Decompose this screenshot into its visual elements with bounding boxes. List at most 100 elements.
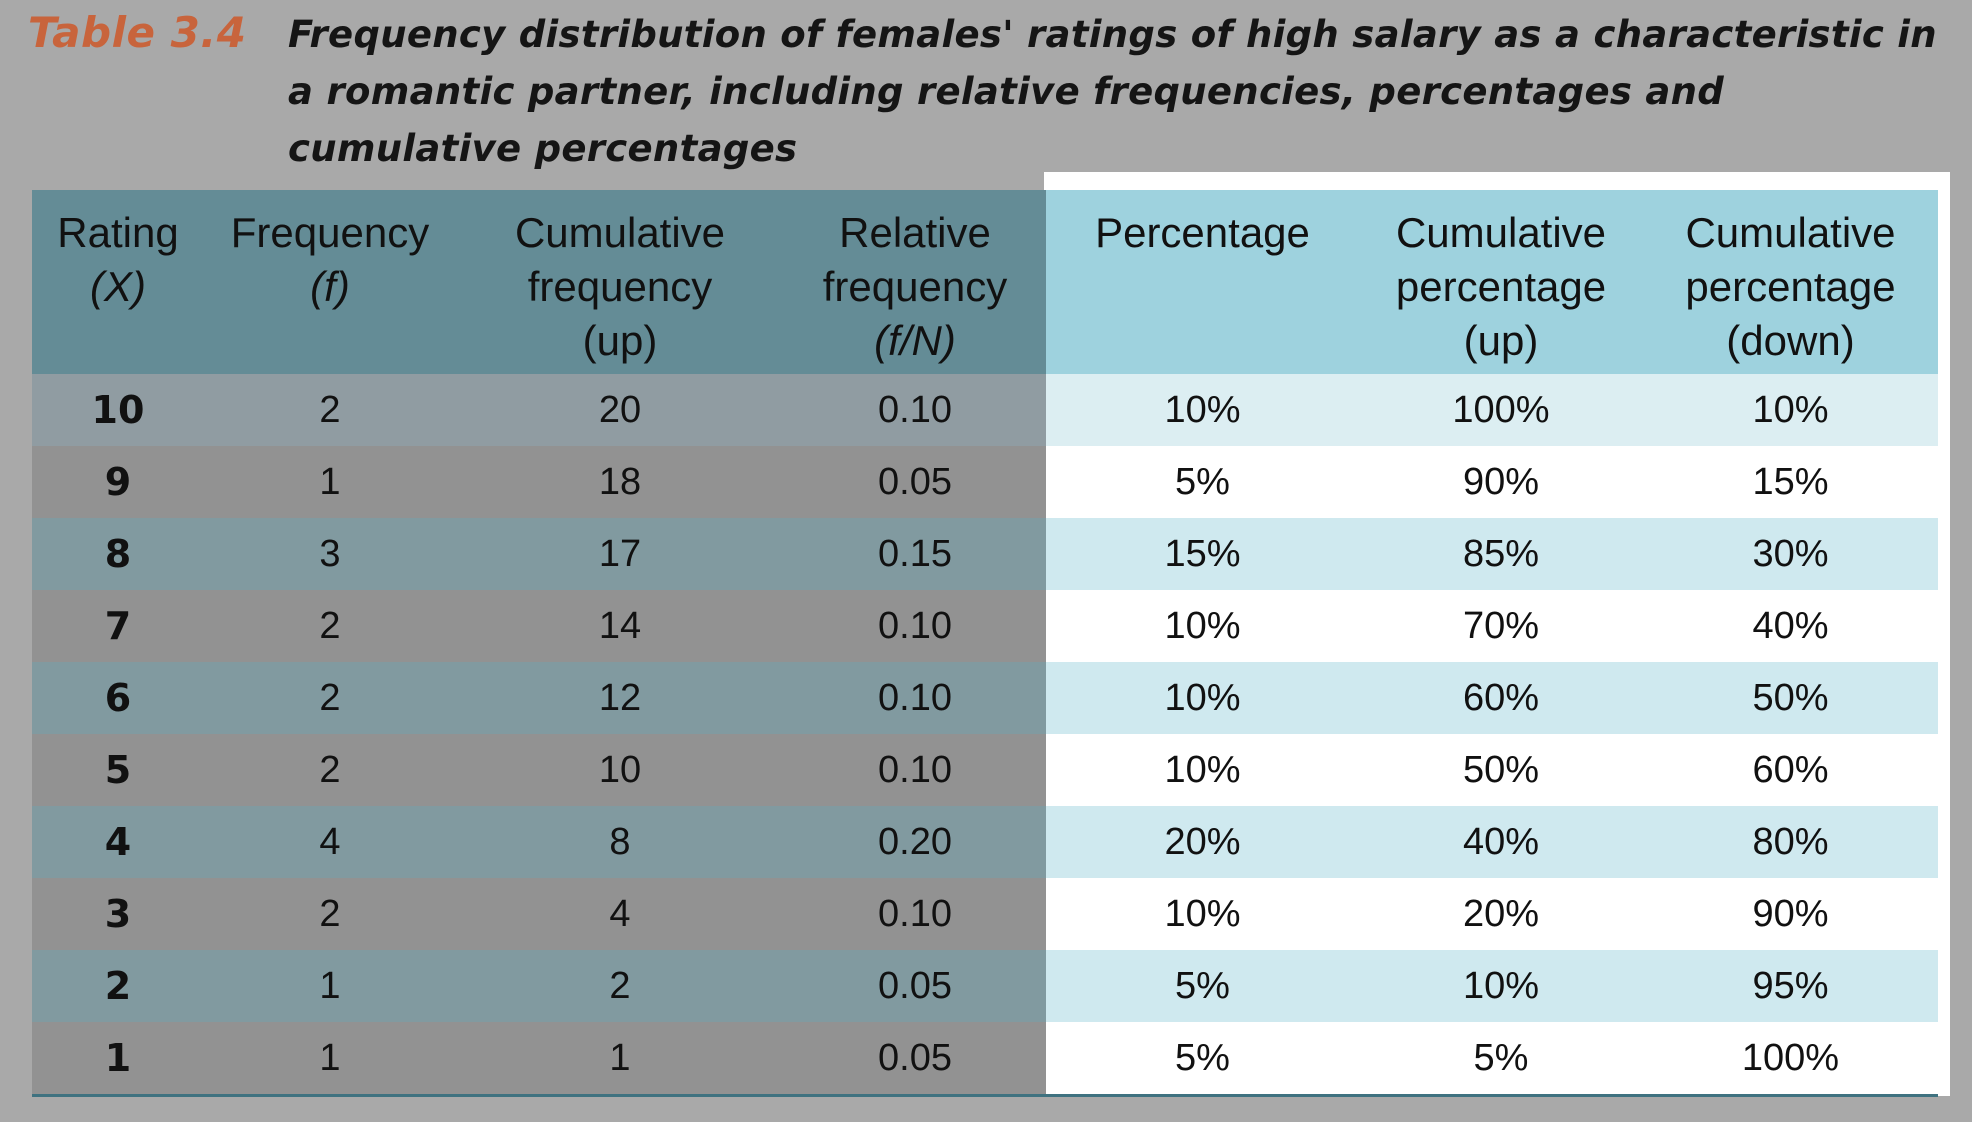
cumulative-percentage-up-cell: 60% — [1359, 662, 1643, 734]
cumulative-percentage-up-cell: 5% — [1359, 1022, 1643, 1094]
percentage-cell: 10% — [1046, 734, 1359, 806]
header-line: percentage — [1395, 263, 1607, 310]
table-row: 7 2 14 0.10 10% 70% 40% — [32, 590, 1938, 662]
relative-frequency-cell: 0.10 — [784, 590, 1046, 662]
frequency-cell: 2 — [204, 374, 456, 446]
cumulative-frequency-cell: 12 — [456, 662, 784, 734]
cumulative-percentage-up-cell: 40% — [1359, 806, 1643, 878]
col-header-cumulative-percentage-up: Cumulative percentage (up) — [1359, 190, 1643, 374]
header-line: Cumulative — [1685, 209, 1896, 256]
cumulative-frequency-cell: 1 — [456, 1022, 784, 1094]
cumulative-frequency-cell: 20 — [456, 374, 784, 446]
cumulative-percentage-down-cell: 80% — [1643, 806, 1938, 878]
cumulative-percentage-down-cell: 15% — [1643, 446, 1938, 518]
cumulative-percentage-down-cell: 90% — [1643, 878, 1938, 950]
table-row: 1 1 1 0.05 5% 5% 100% — [32, 1022, 1938, 1094]
rating-cell: 6 — [32, 662, 204, 734]
frequency-cell: 4 — [204, 806, 456, 878]
header-line: (up) — [582, 317, 658, 364]
rating-cell: 3 — [32, 878, 204, 950]
percentage-cell: 10% — [1046, 374, 1359, 446]
percentage-cell: 20% — [1046, 806, 1359, 878]
cumulative-frequency-cell: 10 — [456, 734, 784, 806]
table-row: 2 1 2 0.05 5% 10% 95% — [32, 950, 1938, 1022]
table-bottom-rule — [32, 1094, 1938, 1097]
frequency-cell: 1 — [204, 1022, 456, 1094]
cumulative-frequency-cell: 2 — [456, 950, 784, 1022]
cumulative-percentage-down-cell: 100% — [1643, 1022, 1938, 1094]
rating-cell: 2 — [32, 950, 204, 1022]
cumulative-percentage-down-cell: 60% — [1643, 734, 1938, 806]
rating-cell: 1 — [32, 1022, 204, 1094]
relative-frequency-cell: 0.05 — [784, 1022, 1046, 1094]
col-header-cumulative-percentage-down: Cumulative percentage (down) — [1643, 190, 1938, 374]
frequency-cell: 1 — [204, 950, 456, 1022]
cumulative-percentage-down-cell: 10% — [1643, 374, 1938, 446]
col-header-relative-frequency: Relative frequency (f/N) — [784, 190, 1046, 374]
percentage-cell: 5% — [1046, 1022, 1359, 1094]
rating-cell: 5 — [32, 734, 204, 806]
rating-cell: 8 — [32, 518, 204, 590]
header-line: (X) — [90, 263, 146, 310]
relative-frequency-cell: 0.10 — [784, 878, 1046, 950]
relative-frequency-cell: 0.20 — [784, 806, 1046, 878]
table-number: Table 3.4 — [28, 8, 247, 57]
relative-frequency-cell: 0.10 — [784, 662, 1046, 734]
cumulative-frequency-cell: 4 — [456, 878, 784, 950]
cumulative-percentage-up-cell: 20% — [1359, 878, 1643, 950]
col-header-cumulative-frequency: Cumulative frequency (up) — [456, 190, 784, 374]
frequency-table: Rating (X) Frequency (f) Cumulative freq… — [32, 190, 1938, 1094]
relative-frequency-cell: 0.10 — [784, 734, 1046, 806]
percentage-cell: 15% — [1046, 518, 1359, 590]
header-line: Percentage — [1095, 209, 1310, 256]
header-line: Relative — [839, 209, 991, 256]
header-line: (f/N) — [874, 317, 956, 364]
table-row: 5 2 10 0.10 10% 50% 60% — [32, 734, 1938, 806]
col-header-rating: Rating (X) — [32, 190, 204, 374]
rating-cell: 4 — [32, 806, 204, 878]
rating-cell: 7 — [32, 590, 204, 662]
table-caption: Table 3.4 Frequency distribution of fema… — [0, 0, 1972, 180]
header-line: percentage — [1685, 263, 1896, 310]
table-row: 4 4 8 0.20 20% 40% 80% — [32, 806, 1938, 878]
header-line: frequency — [822, 263, 1008, 310]
frequency-cell: 2 — [204, 590, 456, 662]
frequency-cell: 2 — [204, 734, 456, 806]
frequency-cell: 1 — [204, 446, 456, 518]
cumulative-frequency-cell: 17 — [456, 518, 784, 590]
cumulative-percentage-up-cell: 70% — [1359, 590, 1643, 662]
frequency-cell: 2 — [204, 662, 456, 734]
cumulative-percentage-down-cell: 95% — [1643, 950, 1938, 1022]
relative-frequency-cell: 0.15 — [784, 518, 1046, 590]
cumulative-percentage-up-cell: 50% — [1359, 734, 1643, 806]
frequency-cell: 2 — [204, 878, 456, 950]
header-line: Rating — [57, 209, 179, 256]
table-row: 3 2 4 0.10 10% 20% 90% — [32, 878, 1938, 950]
table-row: 6 2 12 0.10 10% 60% 50% — [32, 662, 1938, 734]
percentage-cell: 5% — [1046, 446, 1359, 518]
header-line: frequency — [527, 263, 713, 310]
table-row: 8 3 17 0.15 15% 85% 30% — [32, 518, 1938, 590]
header-line: Cumulative — [1395, 209, 1607, 256]
rating-cell: 9 — [32, 446, 204, 518]
table-title: Frequency distribution of females' ratin… — [288, 13, 1937, 170]
cumulative-percentage-down-cell: 50% — [1643, 662, 1938, 734]
cumulative-frequency-cell: 18 — [456, 446, 784, 518]
rating-cell: 10 — [32, 374, 204, 446]
table-row: 10 2 20 0.10 10% 100% 10% — [32, 374, 1938, 446]
cumulative-frequency-cell: 8 — [456, 806, 784, 878]
percentage-cell: 10% — [1046, 662, 1359, 734]
cumulative-percentage-up-cell: 10% — [1359, 950, 1643, 1022]
header-line: (f) — [310, 263, 350, 310]
percentage-cell: 10% — [1046, 590, 1359, 662]
header-line: (up) — [1463, 317, 1539, 364]
table-row: 9 1 18 0.05 5% 90% 15% — [32, 446, 1938, 518]
col-header-frequency: Frequency (f) — [204, 190, 456, 374]
col-header-percentage: Percentage — [1046, 190, 1359, 374]
cumulative-frequency-cell: 14 — [456, 590, 784, 662]
header-line: (down) — [1726, 317, 1855, 364]
percentage-cell: 5% — [1046, 950, 1359, 1022]
header-row: Rating (X) Frequency (f) Cumulative freq… — [32, 190, 1938, 374]
header-line: Frequency — [230, 209, 430, 256]
header-line: Cumulative — [514, 209, 726, 256]
